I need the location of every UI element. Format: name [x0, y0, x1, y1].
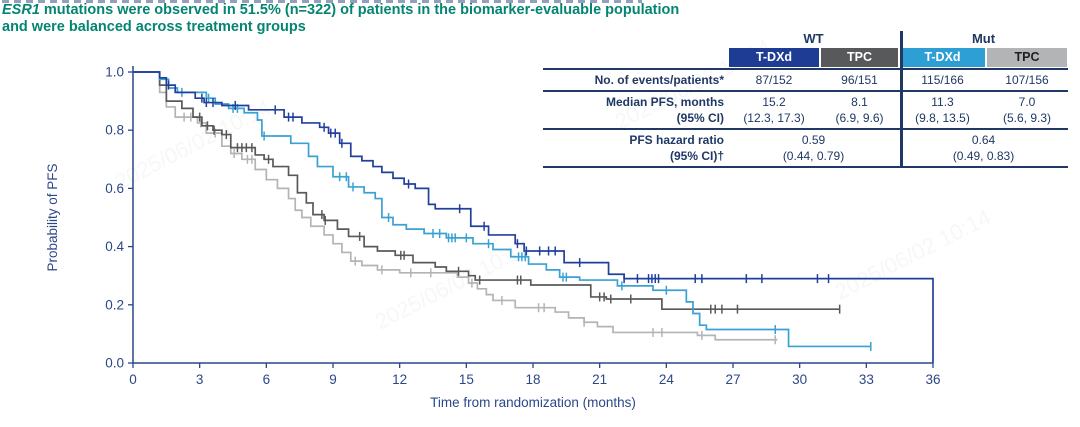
clipped-text-remnant — [2, 0, 642, 3]
svg-text:30: 30 — [792, 372, 807, 387]
censor-ticks-tdxd-mut — [181, 87, 872, 351]
svg-text:21: 21 — [592, 372, 607, 387]
gene-name: ESR1 — [2, 2, 40, 18]
y-axis-title: Probability of PFS — [45, 163, 60, 271]
median-pfs-label: Median PFS, months (95% CI) — [605, 95, 724, 125]
x-axis-title: Time from randomization (months) — [430, 395, 636, 410]
censor-ticks-tpc-mut — [183, 112, 776, 345]
page-title: ESR1 mutations were observed in 51.5% (n… — [2, 2, 679, 36]
axis-tick-labels: 0 3 6 9 12 15 18 21 24 27 30 33 360.00.20.40.60.81.0 — [105, 65, 940, 388]
svg-text:0.8: 0.8 — [105, 123, 124, 138]
svg-text:12: 12 — [392, 372, 407, 387]
events-tdxd-wt: 87/152 — [755, 73, 793, 87]
chip-tdxd-mut: T-DXd — [900, 48, 985, 67]
hazard-ratio-label: PFS hazard ratio (95% CI)† — [629, 133, 724, 163]
events-tpc-mut: 107/156 — [1005, 73, 1049, 87]
events-row-label: No. of events/patients* — [594, 73, 724, 87]
km-curve-tdxd-mut — [133, 71, 871, 348]
hazard-ratio-mut: 0.64 (0.49, 0.83) — [952, 133, 1015, 163]
hazard-ratio-row: PFS hazard ratio (95% CI)† 0.59 (0.44, 0… — [543, 130, 1068, 168]
median-tdxd-wt: 15.2 (12.3, 17.3) — [743, 95, 805, 125]
km-curve-tpc-mut — [133, 71, 778, 341]
censor-ticks-tpc-wt — [198, 112, 841, 314]
km-curve-tpc-wt — [133, 71, 840, 311]
hazard-ratio-wt: 0.59 (0.44, 0.79) — [782, 133, 845, 163]
censor-ticks-tdxd-wt — [167, 80, 830, 284]
wt-mut-divider — [900, 31, 903, 168]
page-title-line1: ESR1 mutations were observed in 51.5% (n… — [2, 2, 680, 18]
chip-tpc-mut: TPC — [987, 48, 1067, 67]
axis-ticks — [128, 71, 934, 368]
median-tdxd-mut: 11.3 (9.8, 13.5) — [915, 95, 970, 125]
group-header-row: WT Mut — [543, 31, 1068, 48]
group-header-mut: Mut — [971, 31, 996, 46]
median-pfs-row: Median PFS, months (95% CI) 15.2 (12.3, … — [543, 92, 1068, 130]
svg-text:9: 9 — [329, 372, 337, 387]
treatment-header-row: T-DXd TPC T-DXd TPC — [543, 48, 1068, 70]
svg-text:3: 3 — [196, 372, 204, 387]
svg-text:0.2: 0.2 — [105, 297, 124, 312]
svg-text:33: 33 — [859, 372, 874, 387]
results-table: WT Mut T-DXd TPC T-DXd TPC No. of events… — [543, 31, 1068, 168]
svg-text:1.0: 1.0 — [105, 65, 124, 80]
svg-text:27: 27 — [725, 372, 740, 387]
svg-text:0.4: 0.4 — [105, 239, 124, 254]
chip-tpc-wt: TPC — [821, 48, 898, 67]
svg-text:0: 0 — [129, 372, 137, 387]
svg-text:15: 15 — [459, 372, 474, 387]
svg-text:36: 36 — [925, 372, 940, 387]
svg-text:24: 24 — [659, 372, 675, 387]
svg-text:0.0: 0.0 — [105, 356, 124, 371]
chip-tdxd-wt: T-DXd — [729, 48, 819, 67]
svg-text:6: 6 — [263, 372, 271, 387]
group-header-wt: WT — [803, 31, 824, 46]
events-tpc-wt: 96/151 — [841, 73, 878, 87]
svg-text:18: 18 — [525, 372, 540, 387]
page-title-line2: and were balanced across treatment group… — [2, 19, 306, 35]
median-tpc-mut: 7.0 (5.6, 9.3) — [1002, 95, 1052, 125]
events-row: No. of events/patients* 87/152 96/151 11… — [543, 70, 1068, 92]
svg-text:2025/06/02 10:14: 2025/06/02 10:14 — [831, 204, 995, 304]
events-tdxd-mut: 115/166 — [921, 73, 964, 87]
median-tpc-wt: 8.1 (6.9, 9.6) — [835, 95, 884, 125]
svg-text:0.6: 0.6 — [105, 181, 124, 196]
